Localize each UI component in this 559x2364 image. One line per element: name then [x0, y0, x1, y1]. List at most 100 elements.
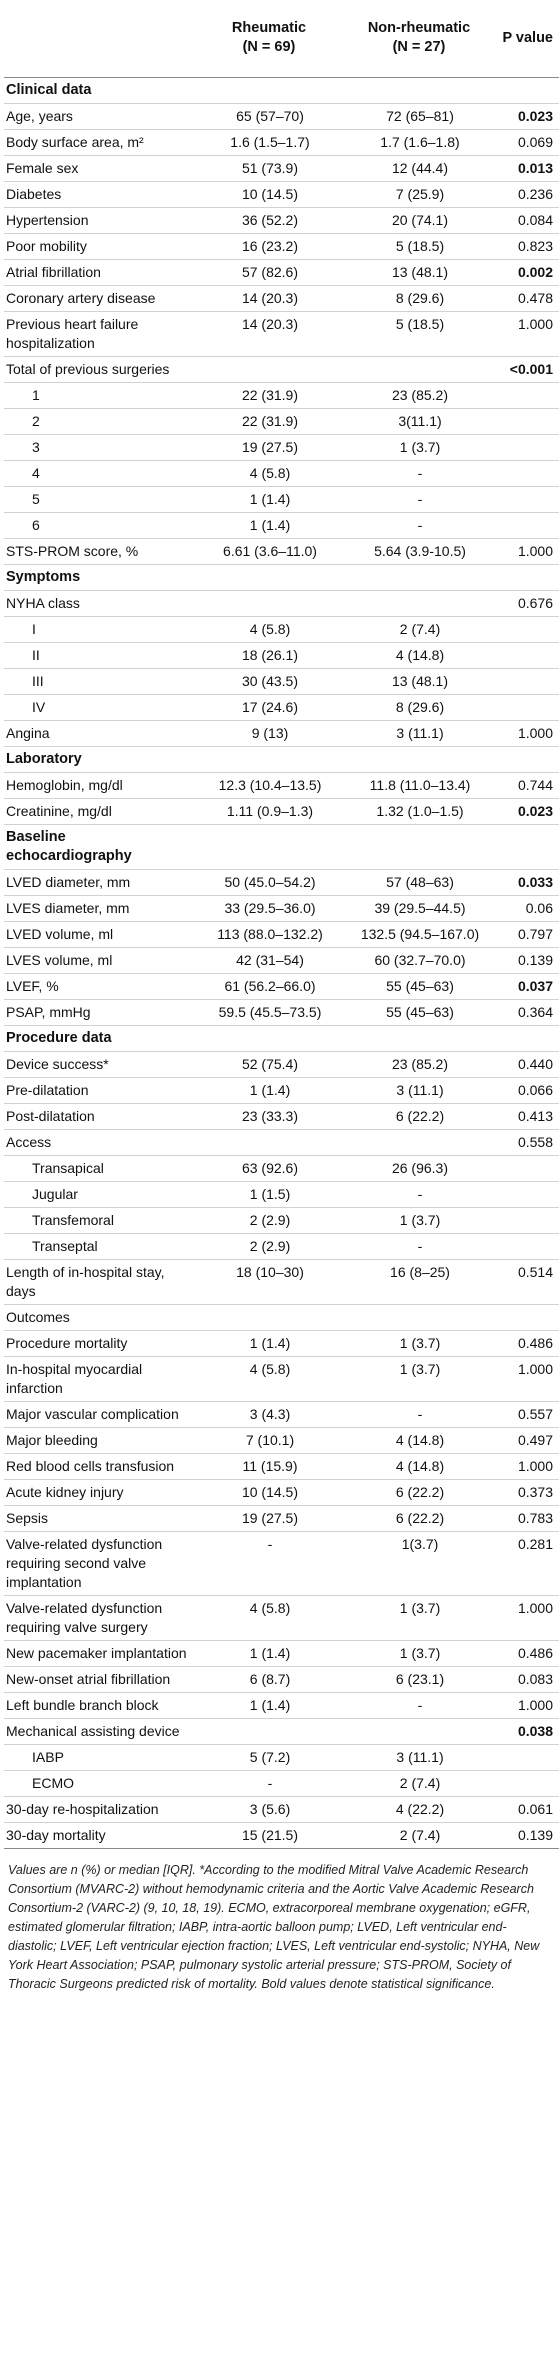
p-value: 0.373: [494, 1479, 559, 1506]
p-value: 0.364: [494, 999, 559, 1026]
rheumatic-value: 4 (5.8): [194, 616, 344, 643]
p-value: 0.744: [494, 772, 559, 799]
table-row: LVES diameter, mm 33 (29.5–36.0) 39 (29.5–…: [4, 895, 559, 922]
table-row: Poor mobility 16 (23.2) 5 (18.5) 0.823: [4, 233, 559, 260]
p-value: [494, 1181, 559, 1208]
row-label: Major vascular complication: [4, 1401, 194, 1428]
nonrheumatic-value: 5 (18.5): [344, 311, 494, 357]
row-label: 3: [4, 434, 194, 461]
rheumatic-value: -: [194, 1531, 344, 1596]
row-label: LVED volume, ml: [4, 921, 194, 948]
table-row: Red blood cells transfusion 11 (15.9) 4 (1…: [4, 1453, 559, 1480]
rheumatic-value: 52 (75.4): [194, 1051, 344, 1078]
nonrheumatic-value: 7 (25.9): [344, 181, 494, 208]
nonrheumatic-value: 3 (11.1): [344, 720, 494, 747]
p-value: 0.023: [494, 798, 559, 825]
nonrheumatic-value: 4 (22.2): [344, 1796, 494, 1823]
nonrheumatic-value: [344, 1304, 494, 1331]
row-label: ECMO: [4, 1770, 194, 1797]
table-row: 3 19 (27.5) 1 (3.7): [4, 434, 559, 461]
rheumatic-value: 22 (31.9): [194, 382, 344, 409]
rheumatic-value: [194, 590, 344, 617]
section-row: Laboratory: [4, 746, 559, 773]
p-value: [494, 1155, 559, 1182]
rheumatic-value: 30 (43.5): [194, 668, 344, 695]
rheumatic-value: 19 (27.5): [194, 434, 344, 461]
rheumatic-value: 33 (29.5–36.0): [194, 895, 344, 922]
row-label: Red blood cells transfusion: [4, 1453, 194, 1480]
nonrheumatic-value: 23 (85.2): [344, 382, 494, 409]
row-label: IV: [4, 694, 194, 721]
p-value: 0.478: [494, 285, 559, 312]
rheumatic-value: 4 (5.8): [194, 1595, 344, 1641]
section-row: Baseline echocardiography: [4, 824, 559, 870]
p-value: 0.281: [494, 1531, 559, 1596]
rheumatic-value: 42 (31–54): [194, 947, 344, 974]
row-label: Pre-dilatation: [4, 1077, 194, 1104]
header-variable: [4, 0, 194, 78]
table-row: Major vascular complication 3 (4.3) -0.557: [4, 1401, 559, 1428]
nonrheumatic-value: -: [344, 1401, 494, 1428]
rheumatic-value: 36 (52.2): [194, 207, 344, 234]
nonrheumatic-value: 60 (32.7–70.0): [344, 947, 494, 974]
nonrheumatic-value: -: [344, 512, 494, 539]
rheumatic-value: 1 (1.4): [194, 486, 344, 513]
row-label: Poor mobility: [4, 233, 194, 260]
p-value: 0.033: [494, 869, 559, 896]
nonrheumatic-value: -: [344, 1233, 494, 1260]
nonrheumatic-value: 3 (11.1): [344, 1077, 494, 1104]
p-value: 0.002: [494, 259, 559, 286]
section-row: Procedure data: [4, 1025, 559, 1052]
empty-cell: [344, 564, 494, 591]
table-row: New-onset atrial fibrillation 6 (8.7) 6 (2…: [4, 1666, 559, 1693]
row-label: Transeptal: [4, 1233, 194, 1260]
rheumatic-value: 59.5 (45.5–73.5): [194, 999, 344, 1026]
row-label: 2: [4, 408, 194, 435]
nonrheumatic-value: 8 (29.6): [344, 694, 494, 721]
table-row: Outcomes: [4, 1304, 559, 1331]
header-rheumatic-n: (N = 69): [242, 39, 296, 56]
nonrheumatic-value: 13 (48.1): [344, 668, 494, 695]
table-row: In-hospital myocardial infarction 4 (5.8)…: [4, 1356, 559, 1402]
table-row: Age, years 65 (57–70) 72 (65–81) 0.023: [4, 103, 559, 130]
table-row: IABP 5 (7.2) 3 (11.1): [4, 1744, 559, 1771]
nonrheumatic-value: 11.8 (11.0–13.4): [344, 772, 494, 799]
table-body: Clinical data Age, years 65 (57–70) 72 (65–…: [4, 77, 559, 1849]
rheumatic-value: 3 (4.3): [194, 1401, 344, 1428]
empty-cell: [344, 77, 494, 104]
p-value: 0.823: [494, 233, 559, 260]
rheumatic-value: 6 (8.7): [194, 1666, 344, 1693]
p-value: 0.486: [494, 1640, 559, 1667]
nonrheumatic-value: -: [344, 1692, 494, 1719]
p-value: [494, 408, 559, 435]
nonrheumatic-value: 4 (14.8): [344, 1453, 494, 1480]
rheumatic-value: 18 (26.1): [194, 642, 344, 669]
rheumatic-value: 14 (20.3): [194, 311, 344, 357]
p-value: <0.001: [494, 356, 559, 383]
table-row: NYHA class 0.676: [4, 590, 559, 617]
table-row: Mechanical assisting device 0.038: [4, 1718, 559, 1745]
rheumatic-value: 4 (5.8): [194, 1356, 344, 1402]
table-row: 30-day mortality 15 (21.5) 2 (7.4) 0.139: [4, 1822, 559, 1849]
p-value: [494, 1207, 559, 1234]
row-label: LVED diameter, mm: [4, 869, 194, 896]
nonrheumatic-value: 2 (7.4): [344, 1822, 494, 1849]
table-row: Diabetes 10 (14.5) 7 (25.9) 0.236: [4, 181, 559, 208]
section-row: Symptoms: [4, 564, 559, 591]
nonrheumatic-value: -: [344, 460, 494, 487]
row-label: Major bleeding: [4, 1427, 194, 1454]
row-label: Age, years: [4, 103, 194, 130]
table-row: Creatinine, mg/dl 1.11 (0.9–1.3) 1.32 (1.0…: [4, 798, 559, 825]
nonrheumatic-value: -: [344, 486, 494, 513]
table-row: Atrial fibrillation 57 (82.6) 13 (48.1) 0.0…: [4, 259, 559, 286]
header-p-value: P value: [494, 0, 559, 78]
empty-cell: [494, 746, 559, 773]
p-value: [494, 1233, 559, 1260]
p-value: [494, 1744, 559, 1771]
p-value: 0.413: [494, 1103, 559, 1130]
nonrheumatic-value: 57 (48–63): [344, 869, 494, 896]
row-label: LVEF, %: [4, 973, 194, 1000]
section-heading: Symptoms: [4, 564, 194, 591]
table-row: Access 0.558: [4, 1129, 559, 1156]
